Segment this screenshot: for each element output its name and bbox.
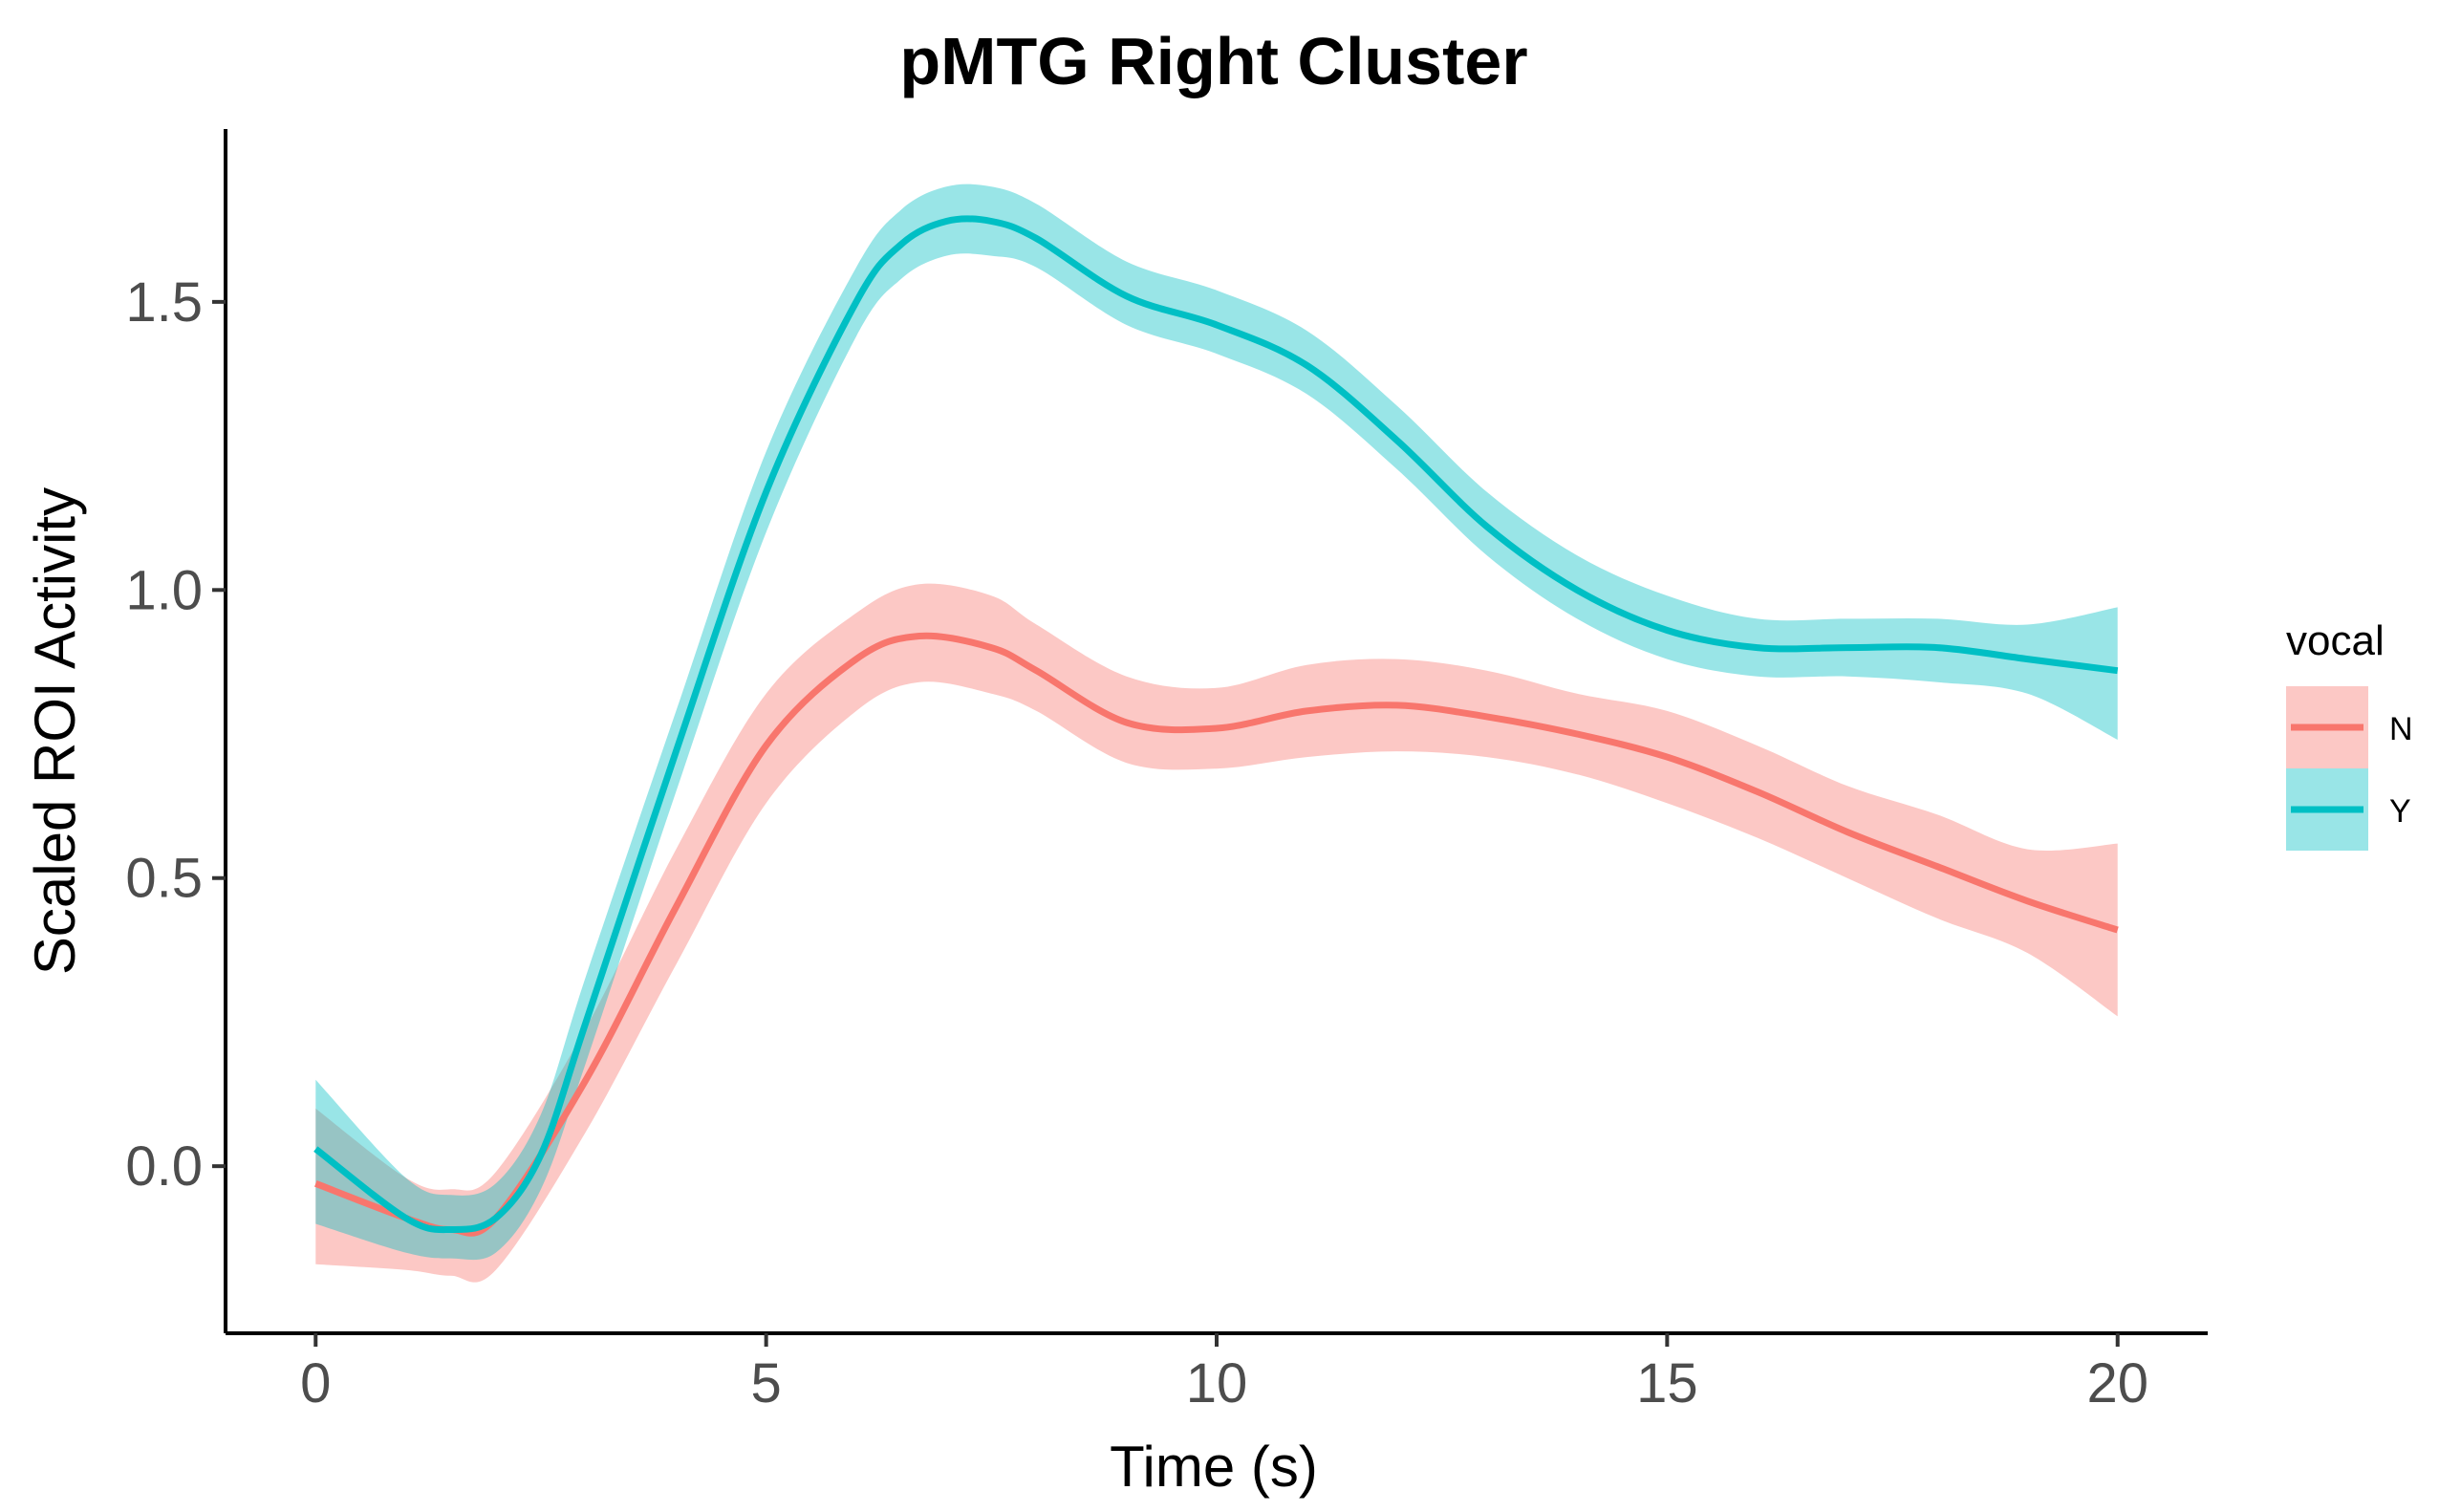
confidence-bands [315, 184, 2117, 1283]
confidence-band-N [315, 584, 2117, 1283]
series-lines [315, 219, 2117, 1234]
plot-area [315, 184, 2117, 1283]
y-tick-label: 0.0 [125, 1135, 203, 1198]
x-tick-label: 5 [751, 1352, 782, 1415]
x-tick-label: 10 [1186, 1352, 1248, 1415]
y-tick-label: 1.0 [125, 559, 203, 621]
legend-key-N [2286, 686, 2368, 768]
series-line-N [315, 636, 2117, 1233]
x-axis-title: Time (s) [1110, 1435, 1318, 1499]
y-axis-title: Scaled ROI Activity [23, 487, 87, 975]
chart-title: pMTG Right Cluster [899, 24, 1527, 98]
legend-key-Y [2286, 768, 2368, 851]
y-tick-label: 0.5 [125, 848, 203, 910]
x-tick-label: 0 [300, 1352, 331, 1415]
x-tick-label: 15 [1636, 1352, 1698, 1415]
legend-title: vocal [2286, 617, 2385, 664]
x-tick-label: 20 [2086, 1352, 2148, 1415]
legend-label-Y: Y [2389, 793, 2411, 830]
y-tick-label: 1.5 [125, 271, 203, 334]
legend: vocal N Y [2286, 617, 2413, 851]
legend-label-N: N [2389, 711, 2413, 747]
